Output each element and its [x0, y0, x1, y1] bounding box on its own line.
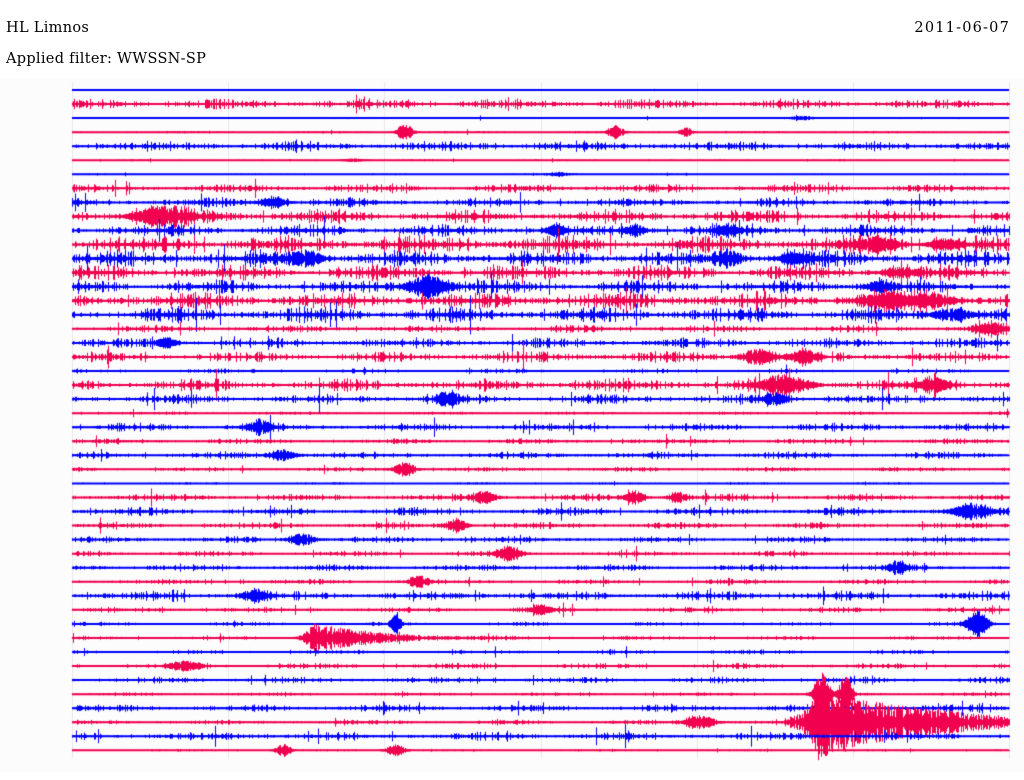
- record-date: 2011-06-07: [914, 20, 1010, 36]
- page-title: HL Limnos: [6, 20, 90, 36]
- seismogram-plot: [0, 78, 1024, 772]
- applied-filter-label: Applied filter: WWSSN-SP: [6, 51, 207, 67]
- trace-canvas: [0, 78, 1024, 772]
